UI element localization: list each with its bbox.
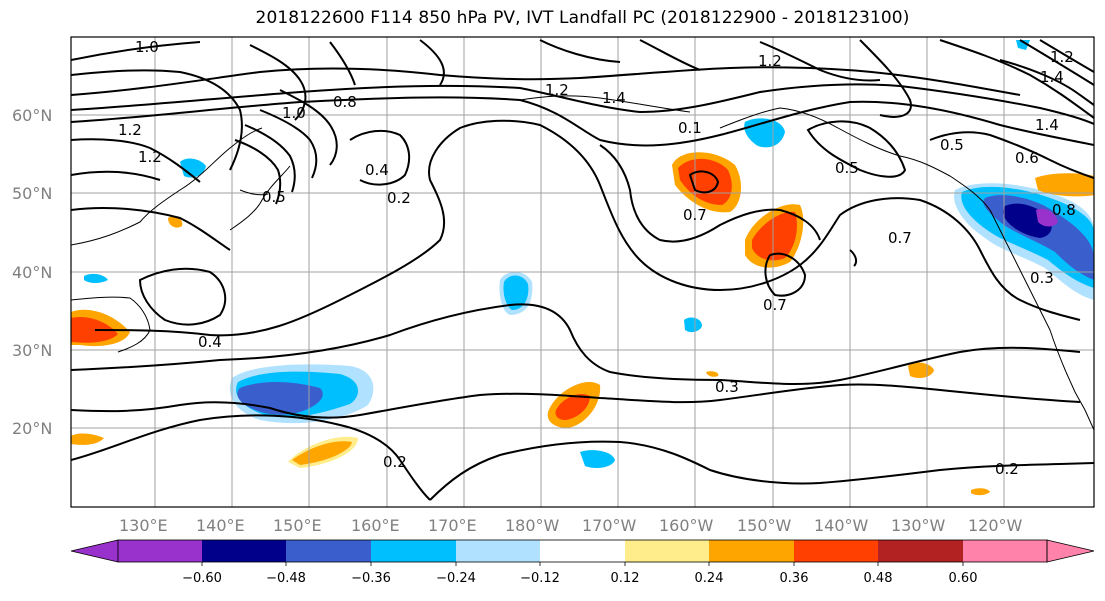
lon-label: 140°W [814,516,869,535]
lat-label: 40°N [12,263,52,282]
contour-label: 0.7 [683,206,707,224]
lon-label: 130°E [119,516,168,535]
lon-label: 150°W [737,516,792,535]
contour-label: 0.6 [1015,149,1039,167]
contour-label: 1.2 [1050,48,1074,66]
positive-region [1035,173,1094,197]
lon-label: 170°W [582,516,637,535]
lon-label: 150°E [273,516,322,535]
shaded-regions [71,40,1094,496]
lat-label: 50°N [12,184,52,203]
negative-region [1016,40,1030,50]
colorbar-tick-label: −0.48 [266,571,306,586]
colorbar-bin [202,540,286,562]
contour-label: 0.3 [715,378,739,396]
colorbar-bin [709,540,794,562]
positive-region [71,433,104,445]
negative-region [84,273,108,283]
contour-label: 0.7 [763,296,787,314]
contour-label: 1.2 [118,121,142,139]
latitude-labels: 60°N 50°N 40°N 30°N 20°N [12,106,52,438]
colorbar: −0.60 −0.48 −0.36 −0.24 −0.12 0.12 0.24 … [70,539,1095,586]
positive-region [168,216,183,228]
colorbar-bin [625,540,709,562]
contour-label: 1.0 [282,104,306,122]
negative-region [1036,208,1058,227]
colorbar-bin [118,540,202,562]
negative-region [503,275,529,310]
contour-label: 0.2 [387,189,411,207]
contour-label: 0.8 [333,93,357,111]
negative-region [580,450,615,468]
lon-label: 140°E [196,516,245,535]
contour-label: 1.4 [602,89,626,107]
contour-label: 1.2 [138,148,162,166]
contour-label: 0.4 [365,161,389,179]
colorbar-tick-label: −0.60 [182,571,222,586]
lat-label: 20°N [12,419,52,438]
colorbar-tick-label: −0.36 [351,571,391,586]
contour-label: 0.4 [198,333,222,351]
lon-label: 120°W [968,516,1023,535]
colorbar-bin [456,540,540,562]
contour-label: 0.5 [835,159,859,177]
lon-label: 160°W [659,516,714,535]
positive-region [752,211,797,261]
positive-region [971,488,990,496]
lon-label: 180°W [505,516,560,535]
contour-label: 1.2 [545,81,569,99]
contour-label: 0.5 [262,188,286,206]
positive-region [292,441,352,465]
contour-label: 1.2 [758,52,782,70]
colorbar-bin [963,540,1047,562]
contour-label: 0.7 [888,229,912,247]
lon-label: 170°E [428,516,477,535]
contour-label: 1.4 [1040,68,1064,86]
colorbar-extend-right [1046,539,1095,563]
contour-label: 0.3 [1030,269,1054,287]
positive-region [71,316,118,343]
contour-label: 0.2 [383,453,407,471]
lon-label: 130°W [891,516,946,535]
colorbar-bin [540,540,625,562]
contour-label: 0.8 [1052,201,1076,219]
contour-label: 1.0 [135,38,159,56]
colorbar-bin [371,540,456,562]
contour-label: 1.4 [1035,116,1059,134]
negative-region [180,158,206,178]
contour-label: 0.5 [940,136,964,154]
colorbar-bin [286,540,371,562]
contour-label: 0.2 [995,460,1019,478]
longitude-labels: 130°E 140°E 150°E 160°E 170°E 180°W 170°… [119,516,1023,535]
colorbar-tick-label: 0.48 [864,571,893,586]
colorbar-tick-label: 0.60 [949,571,978,586]
colorbar-frame [117,539,1048,563]
colorbar-tick-label: −0.12 [520,571,560,586]
map-title: 2018122600 F114 850 hPa PV, IVT Landfall… [255,8,910,28]
contour-label: 0.1 [678,119,702,137]
positive-region [706,371,719,377]
pv-contours [71,39,1094,501]
lat-label: 30°N [12,341,52,360]
colorbar-tick-label: −0.24 [436,571,476,586]
map-frame [70,36,1095,508]
contour-labels: 1.0 1.2 1.2 1.2 1.4 1.0 0.8 1.2 1.4 0.1 … [118,38,1076,478]
negative-region [684,317,702,333]
colorbar-tick-label: 0.36 [780,571,809,586]
colorbar-bin [878,540,963,562]
colorbar-tick-label: 0.24 [695,571,724,586]
positive-region [555,393,590,420]
lon-label: 160°E [351,516,400,535]
colorbar-tick-label: 0.12 [611,571,640,586]
graticule [71,37,1094,507]
colorbar-bin [794,540,878,562]
lat-label: 60°N [12,106,52,125]
colorbar-extend-left [70,539,119,563]
